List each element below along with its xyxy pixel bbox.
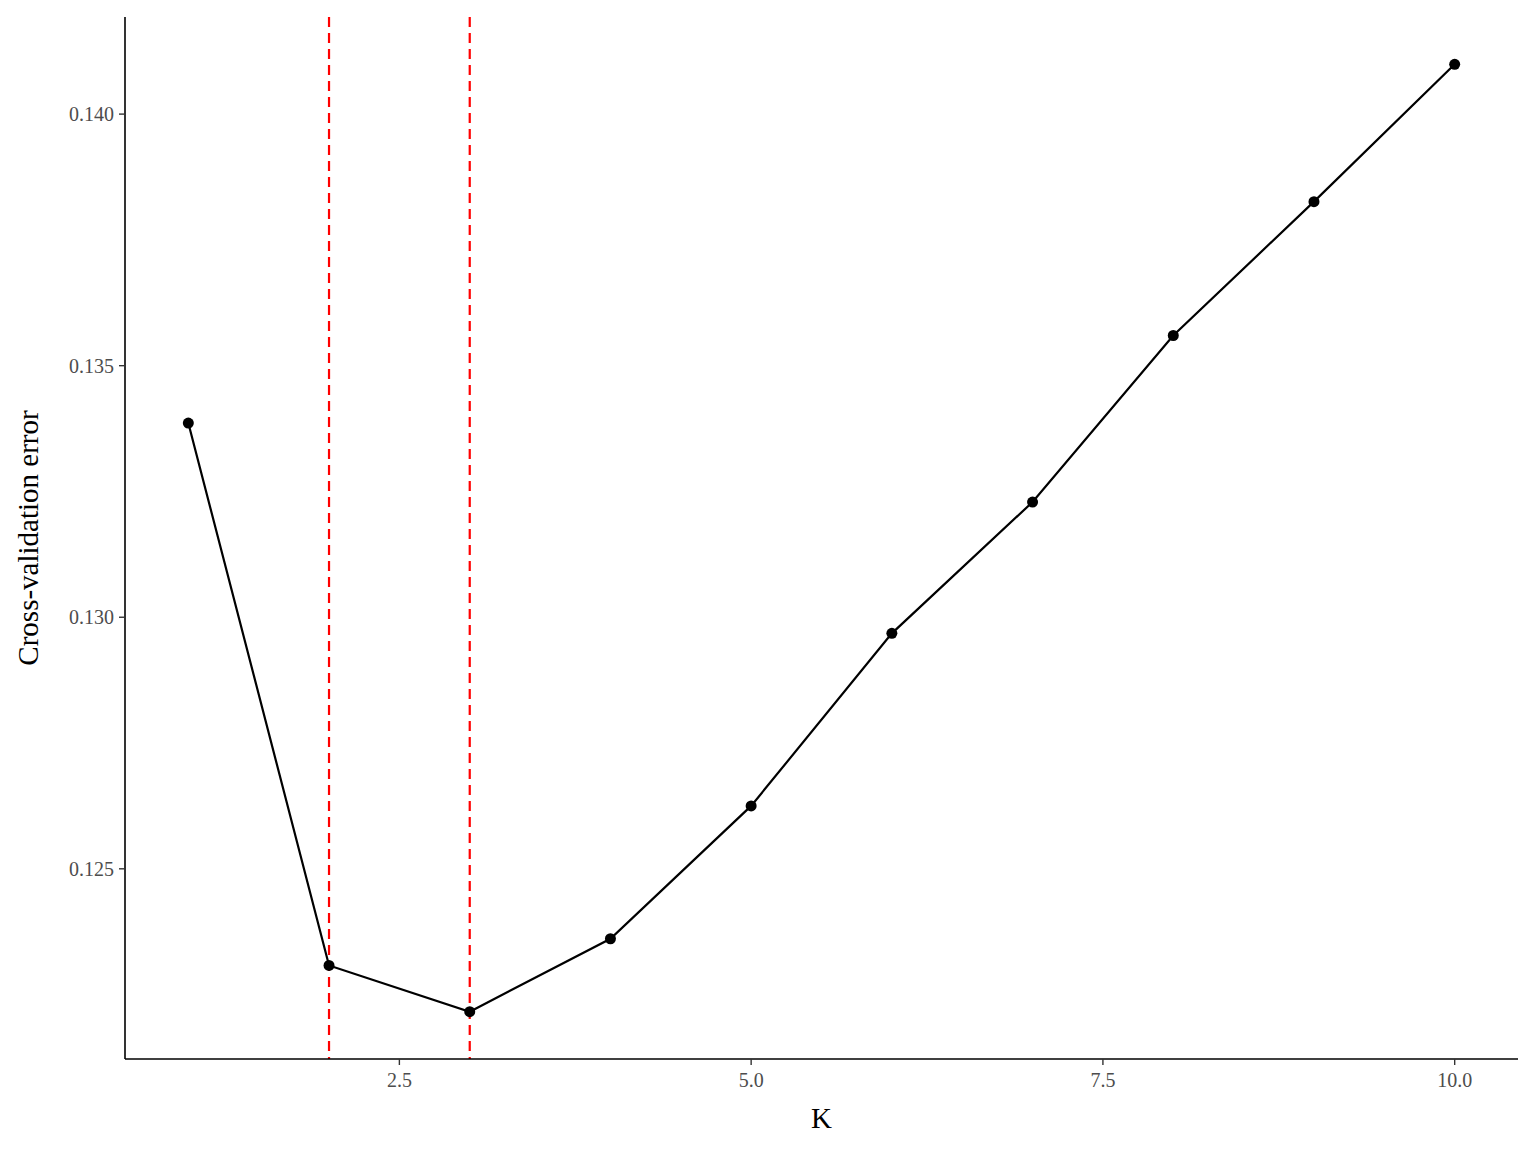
data-point	[1027, 497, 1038, 508]
x-tick	[399, 1059, 400, 1065]
x-tick-label: 5.0	[739, 1069, 764, 1091]
y-axis-line	[124, 17, 126, 1059]
y-tick	[119, 113, 125, 114]
x-tick	[1102, 1059, 1103, 1065]
data-point	[464, 1006, 475, 1017]
y-tick-label: 0.140	[69, 103, 114, 125]
data-line	[188, 64, 1454, 1011]
reference-line	[328, 17, 330, 1059]
x-tick-label: 2.5	[387, 1069, 412, 1091]
data-point	[324, 960, 335, 971]
y-tick	[119, 868, 125, 869]
data-point	[886, 628, 897, 639]
x-tick	[1454, 1059, 1455, 1065]
y-tick-label: 0.125	[69, 858, 114, 880]
y-tick-label: 0.135	[69, 355, 114, 377]
x-tick	[750, 1059, 751, 1065]
data-point	[183, 418, 194, 429]
data-point	[1449, 59, 1460, 70]
reference-line	[469, 17, 471, 1059]
x-tick-label: 7.5	[1090, 1069, 1115, 1091]
data-point	[605, 933, 616, 944]
y-tick-label: 0.130	[69, 606, 114, 628]
x-tick-label: 10.0	[1437, 1069, 1472, 1091]
x-axis-line	[125, 1058, 1518, 1060]
y-tick	[119, 365, 125, 366]
y-tick	[119, 617, 125, 618]
data-point	[1168, 330, 1179, 341]
data-point	[746, 800, 757, 811]
y-axis-title: Cross-validation error	[12, 410, 44, 666]
plot-area	[183, 17, 1460, 1059]
x-axis-title: K	[811, 1102, 832, 1134]
data-point	[1308, 196, 1319, 207]
chart: 2.5 5.0 7.5 10.0 0.125 0.130 0.135 0.140 K Cross-…	[0, 0, 1536, 1152]
